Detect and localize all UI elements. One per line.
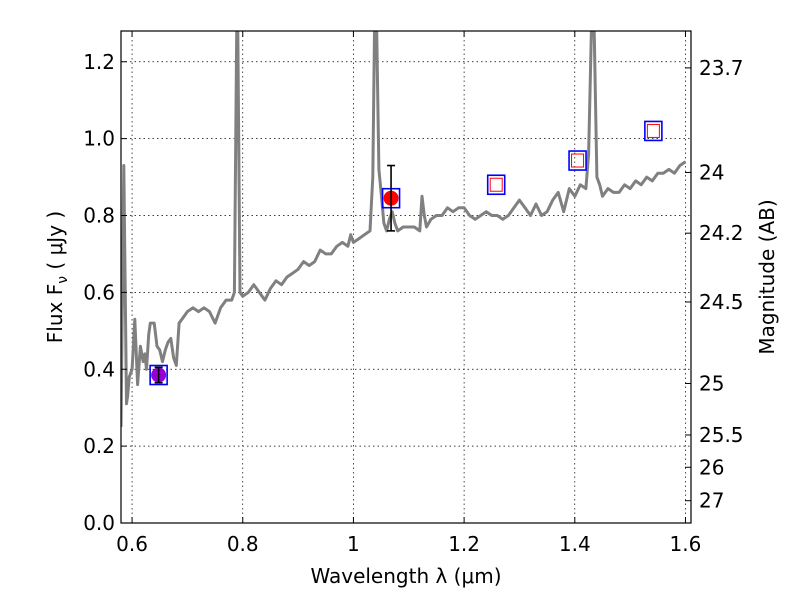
axis-ticks: 0.6 0.8 1 1.2 1.4 1.6 0.0 0.2 0.4 0.6 0.8 1.0 1.2 23.… xyxy=(83,31,744,556)
x-axis-label: Wavelength λ (μm) xyxy=(310,564,501,588)
point-box xyxy=(644,120,663,142)
spectrum xyxy=(121,31,687,427)
right-tick-label: 25.5 xyxy=(699,423,744,447)
point-marker xyxy=(646,123,660,138)
x-tick-label: 0.6 xyxy=(116,532,148,556)
right-tick-label: 24.5 xyxy=(699,290,744,314)
x-tick-label: 1.2 xyxy=(448,532,480,556)
y-tick-label: 1.0 xyxy=(83,127,115,151)
right-tick-label: 26 xyxy=(699,455,724,479)
photometry-points xyxy=(149,120,663,386)
grid xyxy=(121,31,691,523)
y-tick-label: 0.8 xyxy=(83,204,115,228)
x-tick-label: 0.8 xyxy=(227,532,259,556)
y-axis-label: Flux Fν ( μJy ) xyxy=(43,211,71,343)
y-tick-label: 0.2 xyxy=(83,434,115,458)
x-tick-label: 1 xyxy=(347,532,360,556)
y-tick-label: 0.6 xyxy=(83,280,115,304)
y-tick-label: 1.2 xyxy=(83,50,115,74)
right-tick-label: 25 xyxy=(699,371,724,395)
x-tick-label: 1.6 xyxy=(670,532,702,556)
point-marker xyxy=(571,153,585,168)
right-tick-label: 23.7 xyxy=(699,56,744,80)
right-tick-label: 24.2 xyxy=(699,221,744,245)
right-axis-label: Magnitude (AB) xyxy=(755,199,779,354)
x-tick-label: 1.4 xyxy=(559,532,591,556)
plot-frame xyxy=(120,30,692,524)
y-tick-label: 0.0 xyxy=(83,511,115,535)
point-marker xyxy=(489,177,503,192)
point-box xyxy=(486,174,506,196)
spectrum-line xyxy=(121,31,687,427)
y-tick-label: 0.4 xyxy=(83,357,115,381)
point-box xyxy=(149,364,168,386)
right-tick-label: 27 xyxy=(699,489,724,513)
point-box xyxy=(568,150,587,171)
right-tick-label: 24 xyxy=(699,160,724,184)
